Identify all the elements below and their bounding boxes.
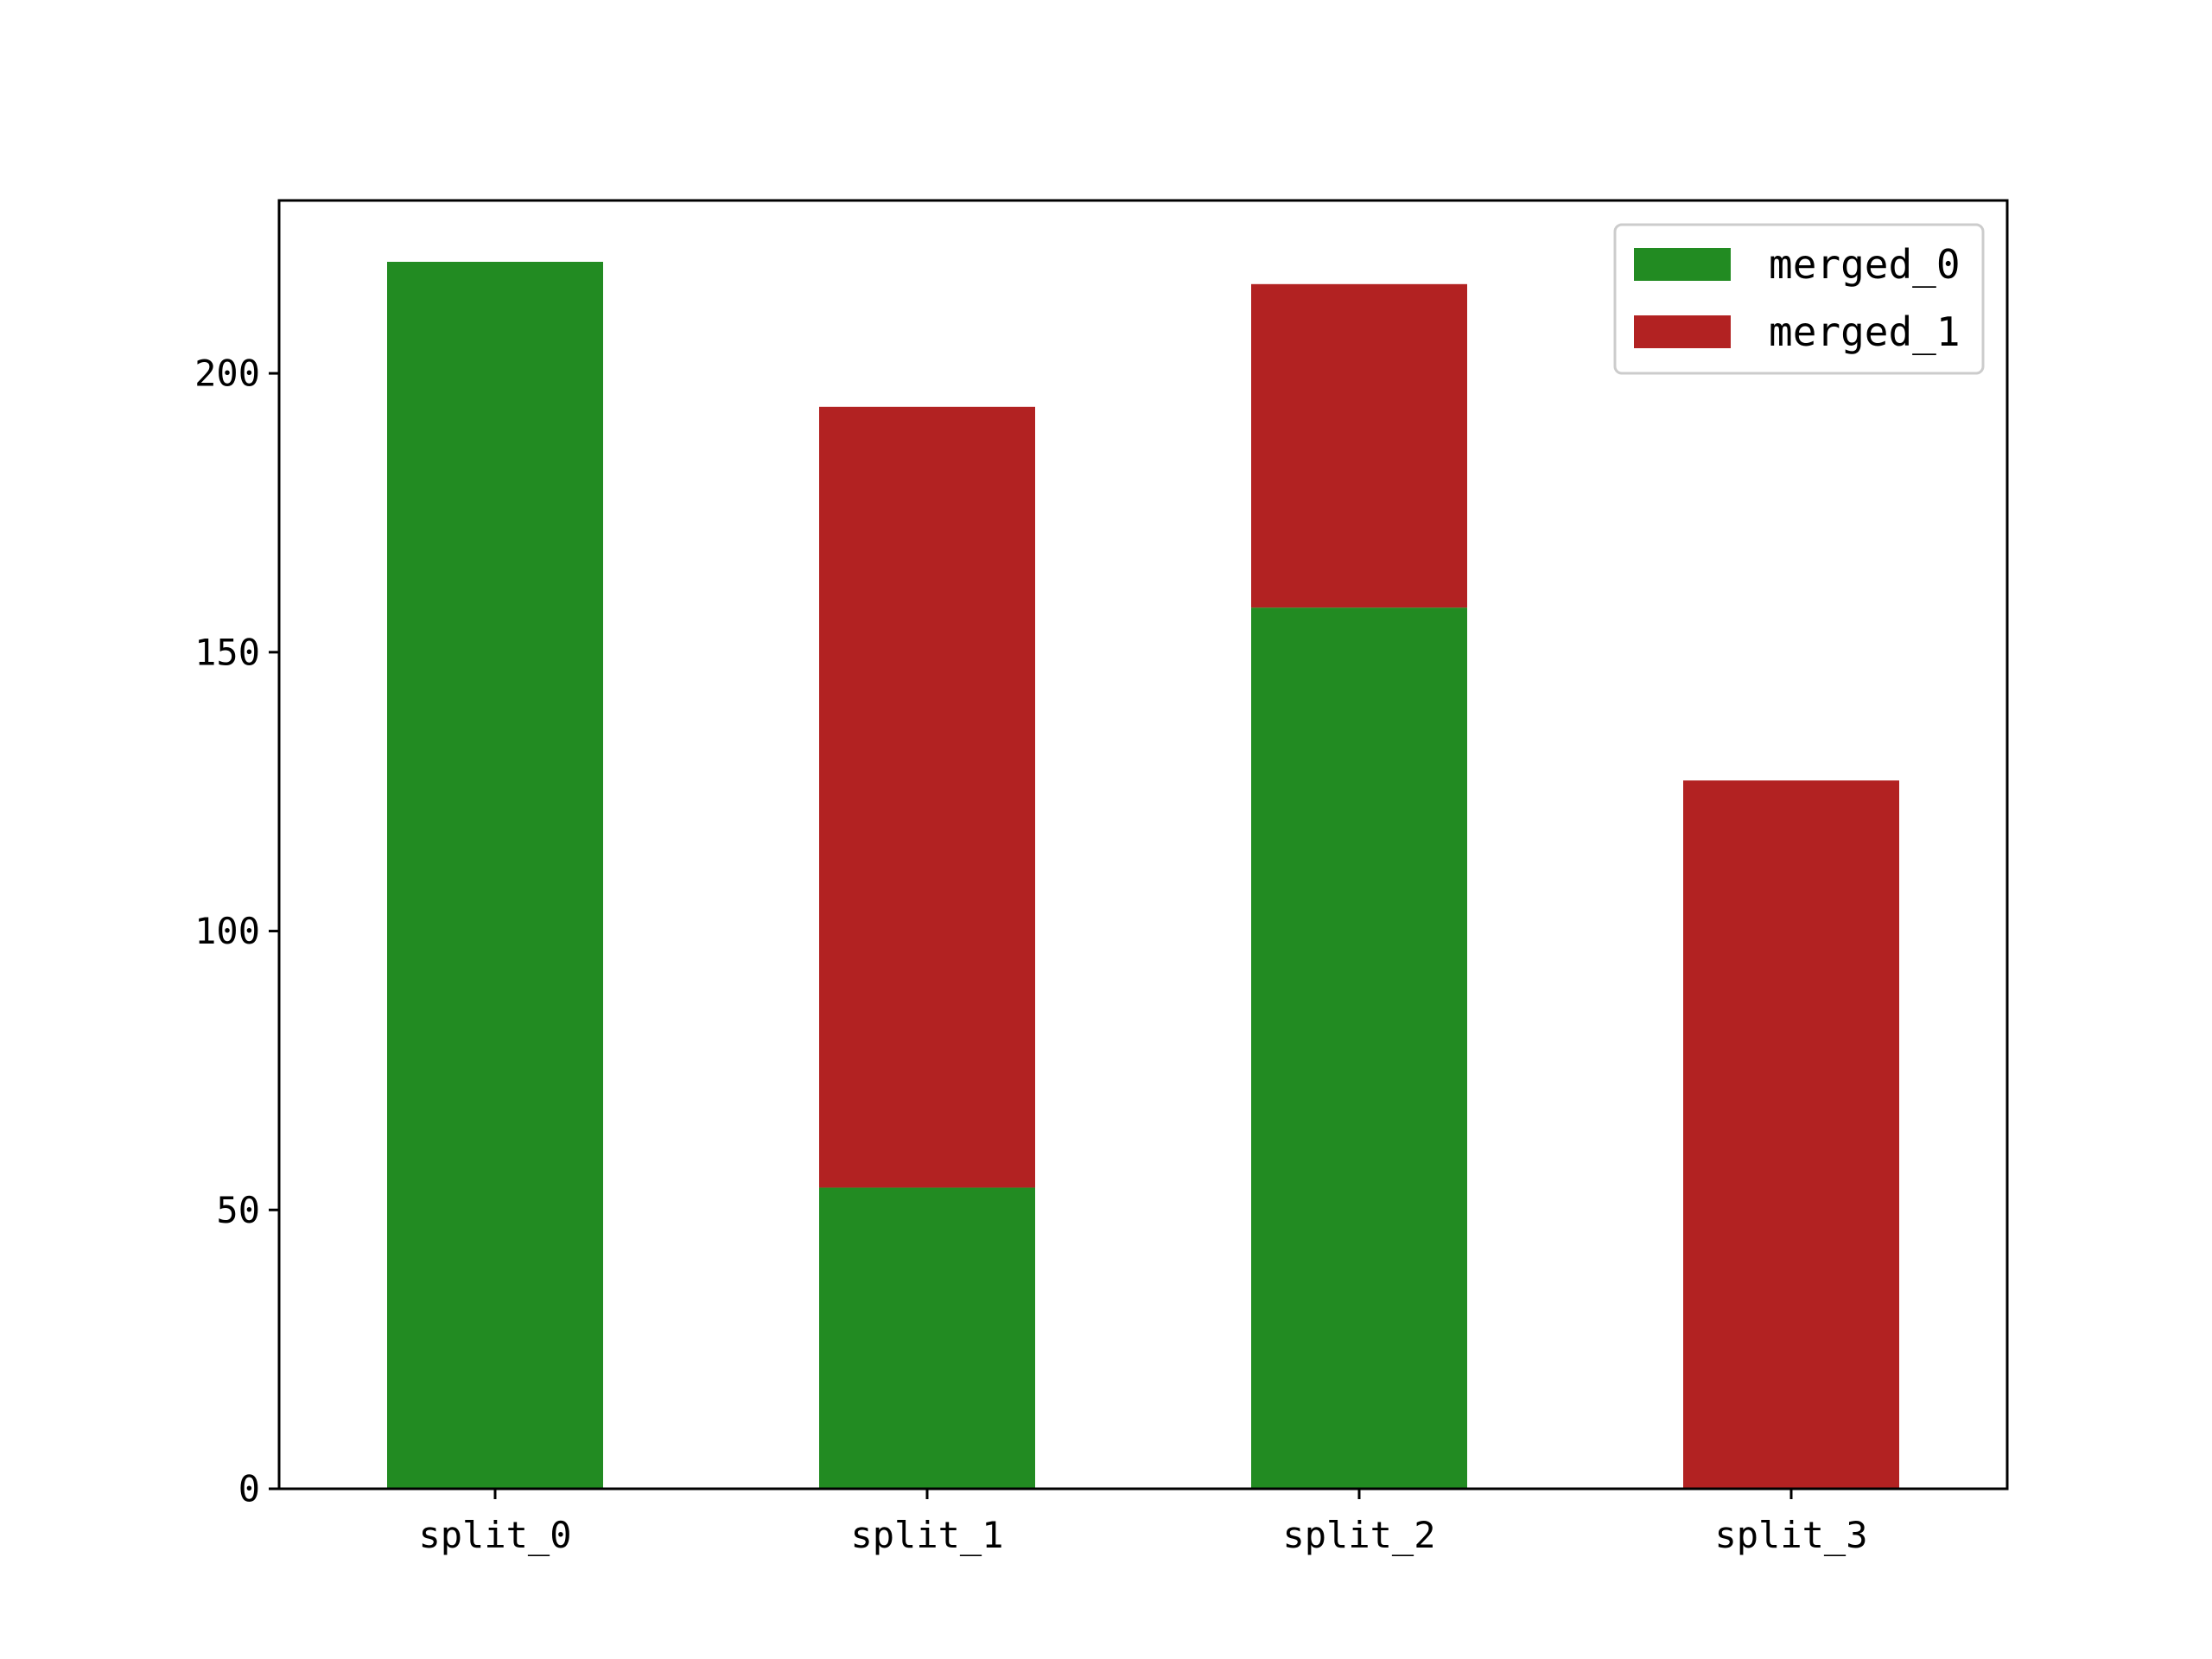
bar-merged_1-split_1 <box>819 406 1035 1188</box>
bar-merged_0-split_1 <box>819 1187 1035 1489</box>
y-tick-label: 0 <box>238 1468 260 1510</box>
legend-label-merged_0: merged_0 <box>1769 241 1961 288</box>
x-tick-label: split_3 <box>1714 1514 1867 1556</box>
y-tick-label: 100 <box>194 910 260 952</box>
legend-label-merged_1: merged_1 <box>1769 308 1961 355</box>
x-tick-label: split_1 <box>850 1514 1003 1556</box>
bar-merged_0-split_0 <box>387 262 603 1489</box>
bar-merged_1-split_2 <box>1251 283 1467 608</box>
y-tick-label: 200 <box>194 353 260 395</box>
bar-merged_0-split_2 <box>1251 607 1467 1489</box>
x-tick-label: split_0 <box>418 1514 571 1556</box>
y-tick-label: 50 <box>216 1189 260 1231</box>
legend-swatch-merged_0 <box>1634 248 1731 281</box>
bar-merged_1-split_3 <box>1683 780 1899 1489</box>
plot-frame <box>277 199 2009 1491</box>
bars-layer <box>387 262 1899 1489</box>
legend: merged_0 merged_1 <box>1613 223 1985 375</box>
ticks-layer: 0 50 100 150 200 split_0 split_1 split_2 split_3 <box>194 353 1867 1556</box>
y-tick-label: 150 <box>194 631 260 673</box>
x-tick-label: split_2 <box>1282 1514 1435 1556</box>
legend-swatch-merged_1 <box>1634 315 1731 348</box>
